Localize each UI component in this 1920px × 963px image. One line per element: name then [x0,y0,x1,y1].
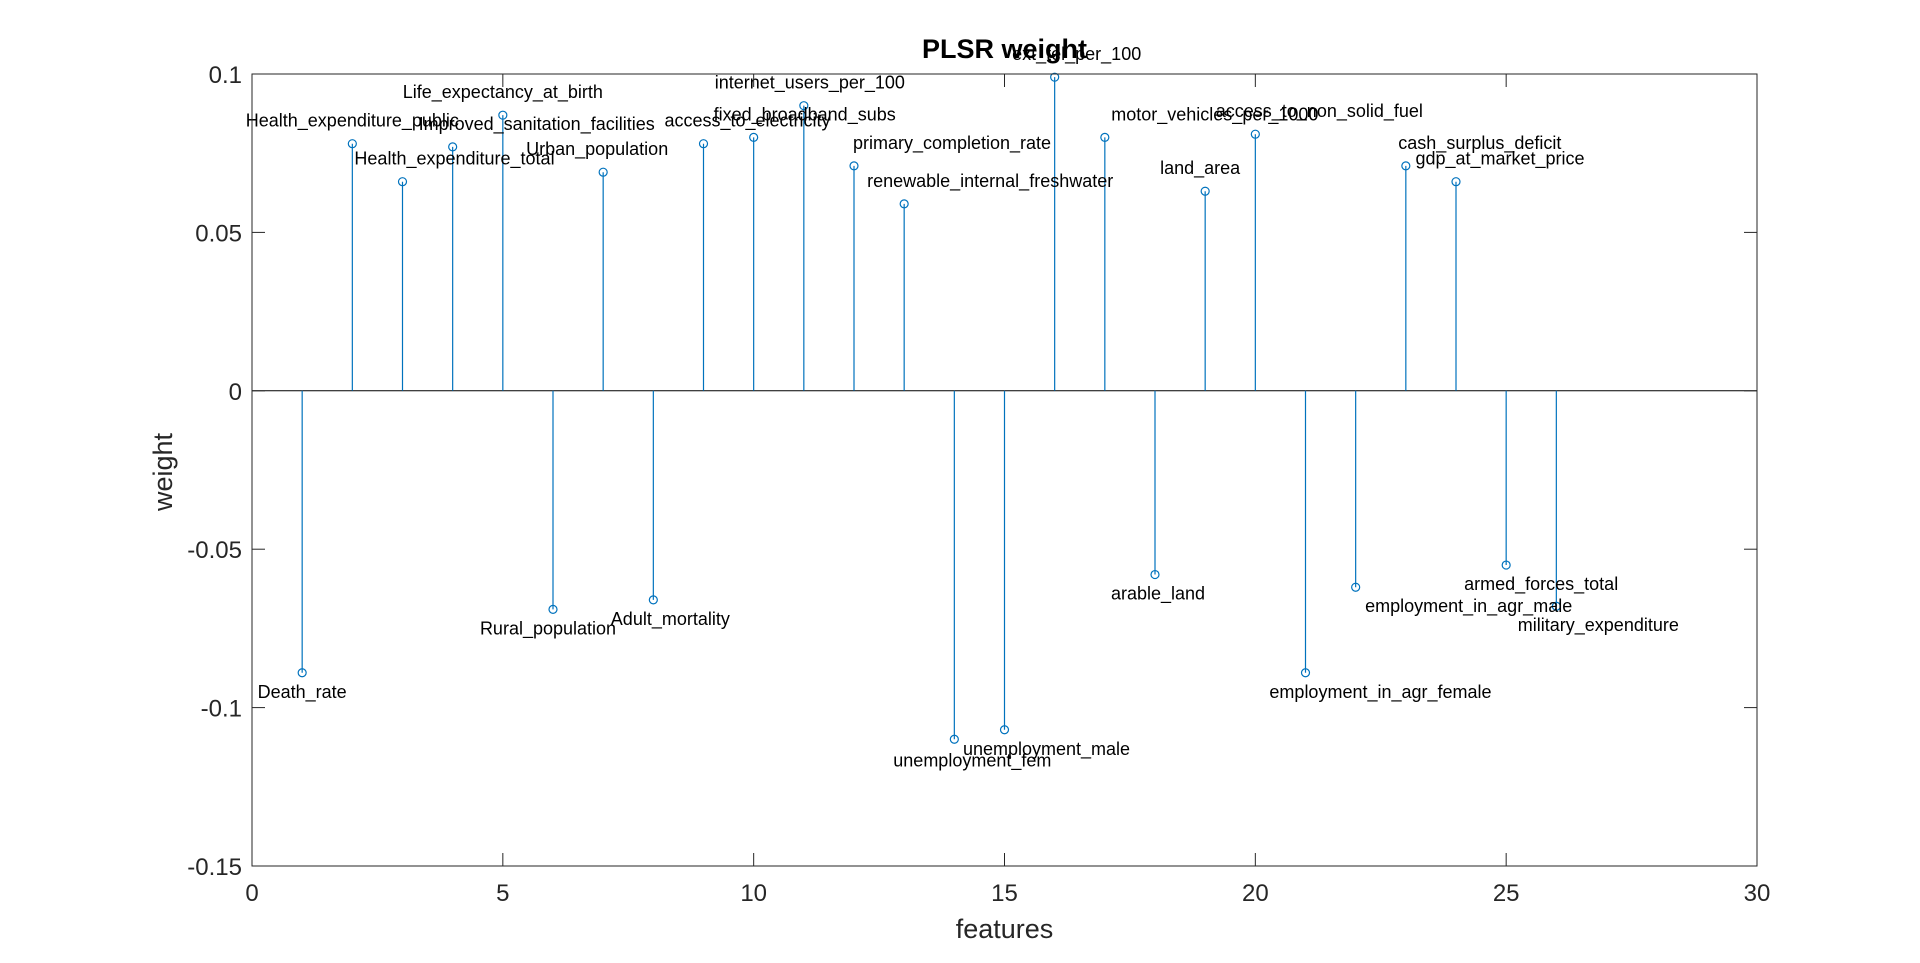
point-label-access_to_electricity: access_to_electricity [664,111,830,132]
point-label-Rural_population: Rural_population [480,618,616,639]
x-axis-ticks: 0 5 10 15 20 25 30 [245,74,1770,907]
stem-marker-renewable_internal_freshwater [899,199,909,209]
stem-marker-military_expenditure [1551,601,1561,611]
point-label-motor_vehicles_per_1000: motor_vehicles_per_1000 [1111,104,1318,125]
point-label-Death_rate: Death_rate [258,682,347,703]
point-label-Improved_sanitation_facilities: Improved_sanitation_facilities [419,114,655,135]
y-axis-label: weight [148,432,178,512]
point-label-Health_expenditure_public: Health_expenditure_public [246,111,459,132]
x-tick-label: 5 [496,880,509,907]
y-tick-label: 0 [229,379,242,406]
point-label-cash_surplus_deficit: cash_surplus_deficit [1398,133,1561,154]
x-axis-label: features [956,914,1054,944]
stem-marker-ext_tel_per_100 [1050,72,1060,82]
stem-marker-fixed_broadband_subs [749,132,759,142]
x-tick-label: 0 [245,880,258,907]
x-tick-label: 30 [1744,880,1771,907]
point-label-internet_users_per_100: internet_users_per_100 [715,73,905,94]
stem-marker-Death_rate [297,668,307,678]
stem-marker-unemployment_male [999,725,1010,735]
stem-marker-employment_in_agr_male [1351,582,1361,592]
point-label-Urban_population: Urban_population [526,139,668,160]
point-label-renewable_internal_freshwater: renewable_internal_freshwater [867,171,1113,192]
y-axis-ticks: -0.15 -0.1 -0.05 0 0.05 0.1 [187,62,1757,881]
x-tick-label: 10 [740,880,767,907]
stem-marker-access_to_electricity [698,139,709,149]
stem-marker-Health_expenditure_total [397,177,408,187]
point-label-armed_forces_total: armed_forces_total [1464,574,1618,595]
stem-marker-internet_users_per_100 [799,101,809,111]
point-label-employment_in_agr_female: employment_in_agr_female [1269,682,1491,703]
stem-marker-cash_surplus_deficit [1401,161,1411,171]
y-tick-label: 0.1 [209,62,242,89]
stems-layer [301,77,1557,740]
stem-marker-motor_vehicles_per_1000 [1100,132,1110,142]
y-tick-label: -0.05 [187,537,242,564]
point-label-land_area: land_area [1160,158,1241,179]
stem-marker-Health_expenditure_public [347,139,357,149]
point-label-unemployment_fem: unemployment_fem [893,750,1051,771]
point-label-fixed_broadband_subs: fixed_broadband_subs [714,104,896,125]
point-label-gdp_at_market_price: gdp_at_market_price [1415,149,1584,170]
chart-title: PLSR weight [922,34,1087,64]
markers-layer [297,72,1561,744]
stem-marker-primary_completion_rate [849,161,859,171]
x-tick-label: 20 [1242,880,1269,907]
point-labels-layer: Death_rate Health_expenditure_public Healt… [246,44,1679,771]
point-label-employment_in_agr_male: employment_in_agr_male [1365,596,1572,617]
x-tick-label: 25 [1493,880,1520,907]
stem-marker-armed_forces_total [1501,560,1511,570]
stem-marker-Urban_population [598,167,608,177]
point-label-access_to_non_solid_fuel: access_to_non_solid_fuel [1216,101,1423,122]
stem-marker-Rural_population [548,604,558,614]
stem-marker-employment_in_agr_female [1300,668,1311,678]
y-tick-label: 0.05 [195,220,242,247]
point-label-Life_expectancy_at_birth: Life_expectancy_at_birth [403,82,603,103]
stem-marker-Life_expectancy_at_birth [498,110,508,120]
stem-marker-land_area [1200,186,1210,196]
point-label-military_expenditure: military_expenditure [1518,615,1679,636]
stem-marker-unemployment_fem [949,734,959,744]
stem-marker-Improved_sanitation_facilities [448,142,458,152]
point-label-arable_land: arable_land [1111,584,1205,605]
stem-marker-gdp_at_market_price [1451,177,1461,187]
point-label-Adult_mortality: Adult_mortality [611,609,730,630]
point-label-unemployment_male: unemployment_male [963,739,1130,760]
stem-marker-arable_land [1150,569,1160,580]
y-tick-label: -0.1 [201,696,242,723]
x-tick-label: 15 [991,880,1018,907]
y-tick-label: -0.15 [187,854,242,881]
point-label-Health_expenditure_total: Health_expenditure_total [354,149,554,170]
point-label-ext_tel_per_100: ext_tel_per_100 [1012,44,1141,65]
stem-marker-Adult_mortality [648,595,658,605]
point-label-primary_completion_rate: primary_completion_rate [853,133,1051,154]
stem-marker-access_to_non_solid_fuel [1250,129,1260,139]
